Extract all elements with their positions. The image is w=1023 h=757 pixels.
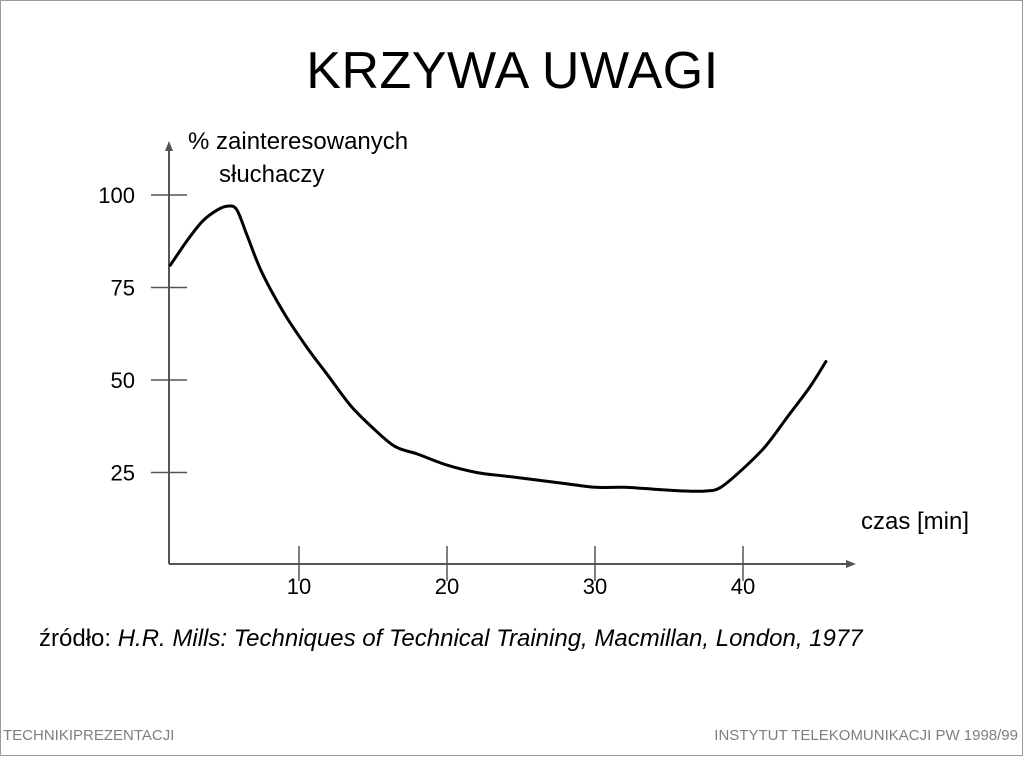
y-axis-arrow bbox=[165, 141, 173, 151]
footer-right: INSTYTUT TELEKOMUNIKACJI PW 1998/99 bbox=[714, 727, 1018, 744]
chart-labels: 25 50 75 100 10 20 30 40 % zainteresowanych słuch… bbox=[98, 128, 969, 599]
footer-left: TECHNIKIPREZENTACJI bbox=[3, 727, 175, 744]
x-tick-label-10: 10 bbox=[287, 574, 311, 599]
source-citation: źródło: H.R. Mills: Techniques of Techni… bbox=[39, 625, 863, 653]
y-axis-label-line2: słuchaczy bbox=[219, 161, 324, 188]
y-axis-label-line1: % zainteresowanych bbox=[188, 128, 408, 155]
source-reference: H.R. Mills: Techniques of Technical Trai… bbox=[117, 625, 863, 652]
source-label: źródło: bbox=[39, 625, 112, 652]
y-tick-label-75: 75 bbox=[111, 276, 135, 301]
x-axis-arrow bbox=[846, 560, 856, 568]
x-tick-label-30: 30 bbox=[583, 574, 607, 599]
chart-ticks bbox=[151, 194, 744, 581]
slide-title: KRZYWA UWAGI bbox=[306, 42, 719, 100]
x-axis-label: czas [min] bbox=[861, 508, 969, 535]
y-tick-label-100: 100 bbox=[98, 183, 135, 208]
y-tick-label-50: 50 bbox=[111, 368, 135, 393]
x-tick-label-40: 40 bbox=[731, 574, 755, 599]
y-tick-label-25: 25 bbox=[111, 461, 135, 486]
attention-curve-line bbox=[168, 204, 828, 493]
chart-axes bbox=[165, 141, 856, 568]
x-tick-label-20: 20 bbox=[435, 574, 459, 599]
